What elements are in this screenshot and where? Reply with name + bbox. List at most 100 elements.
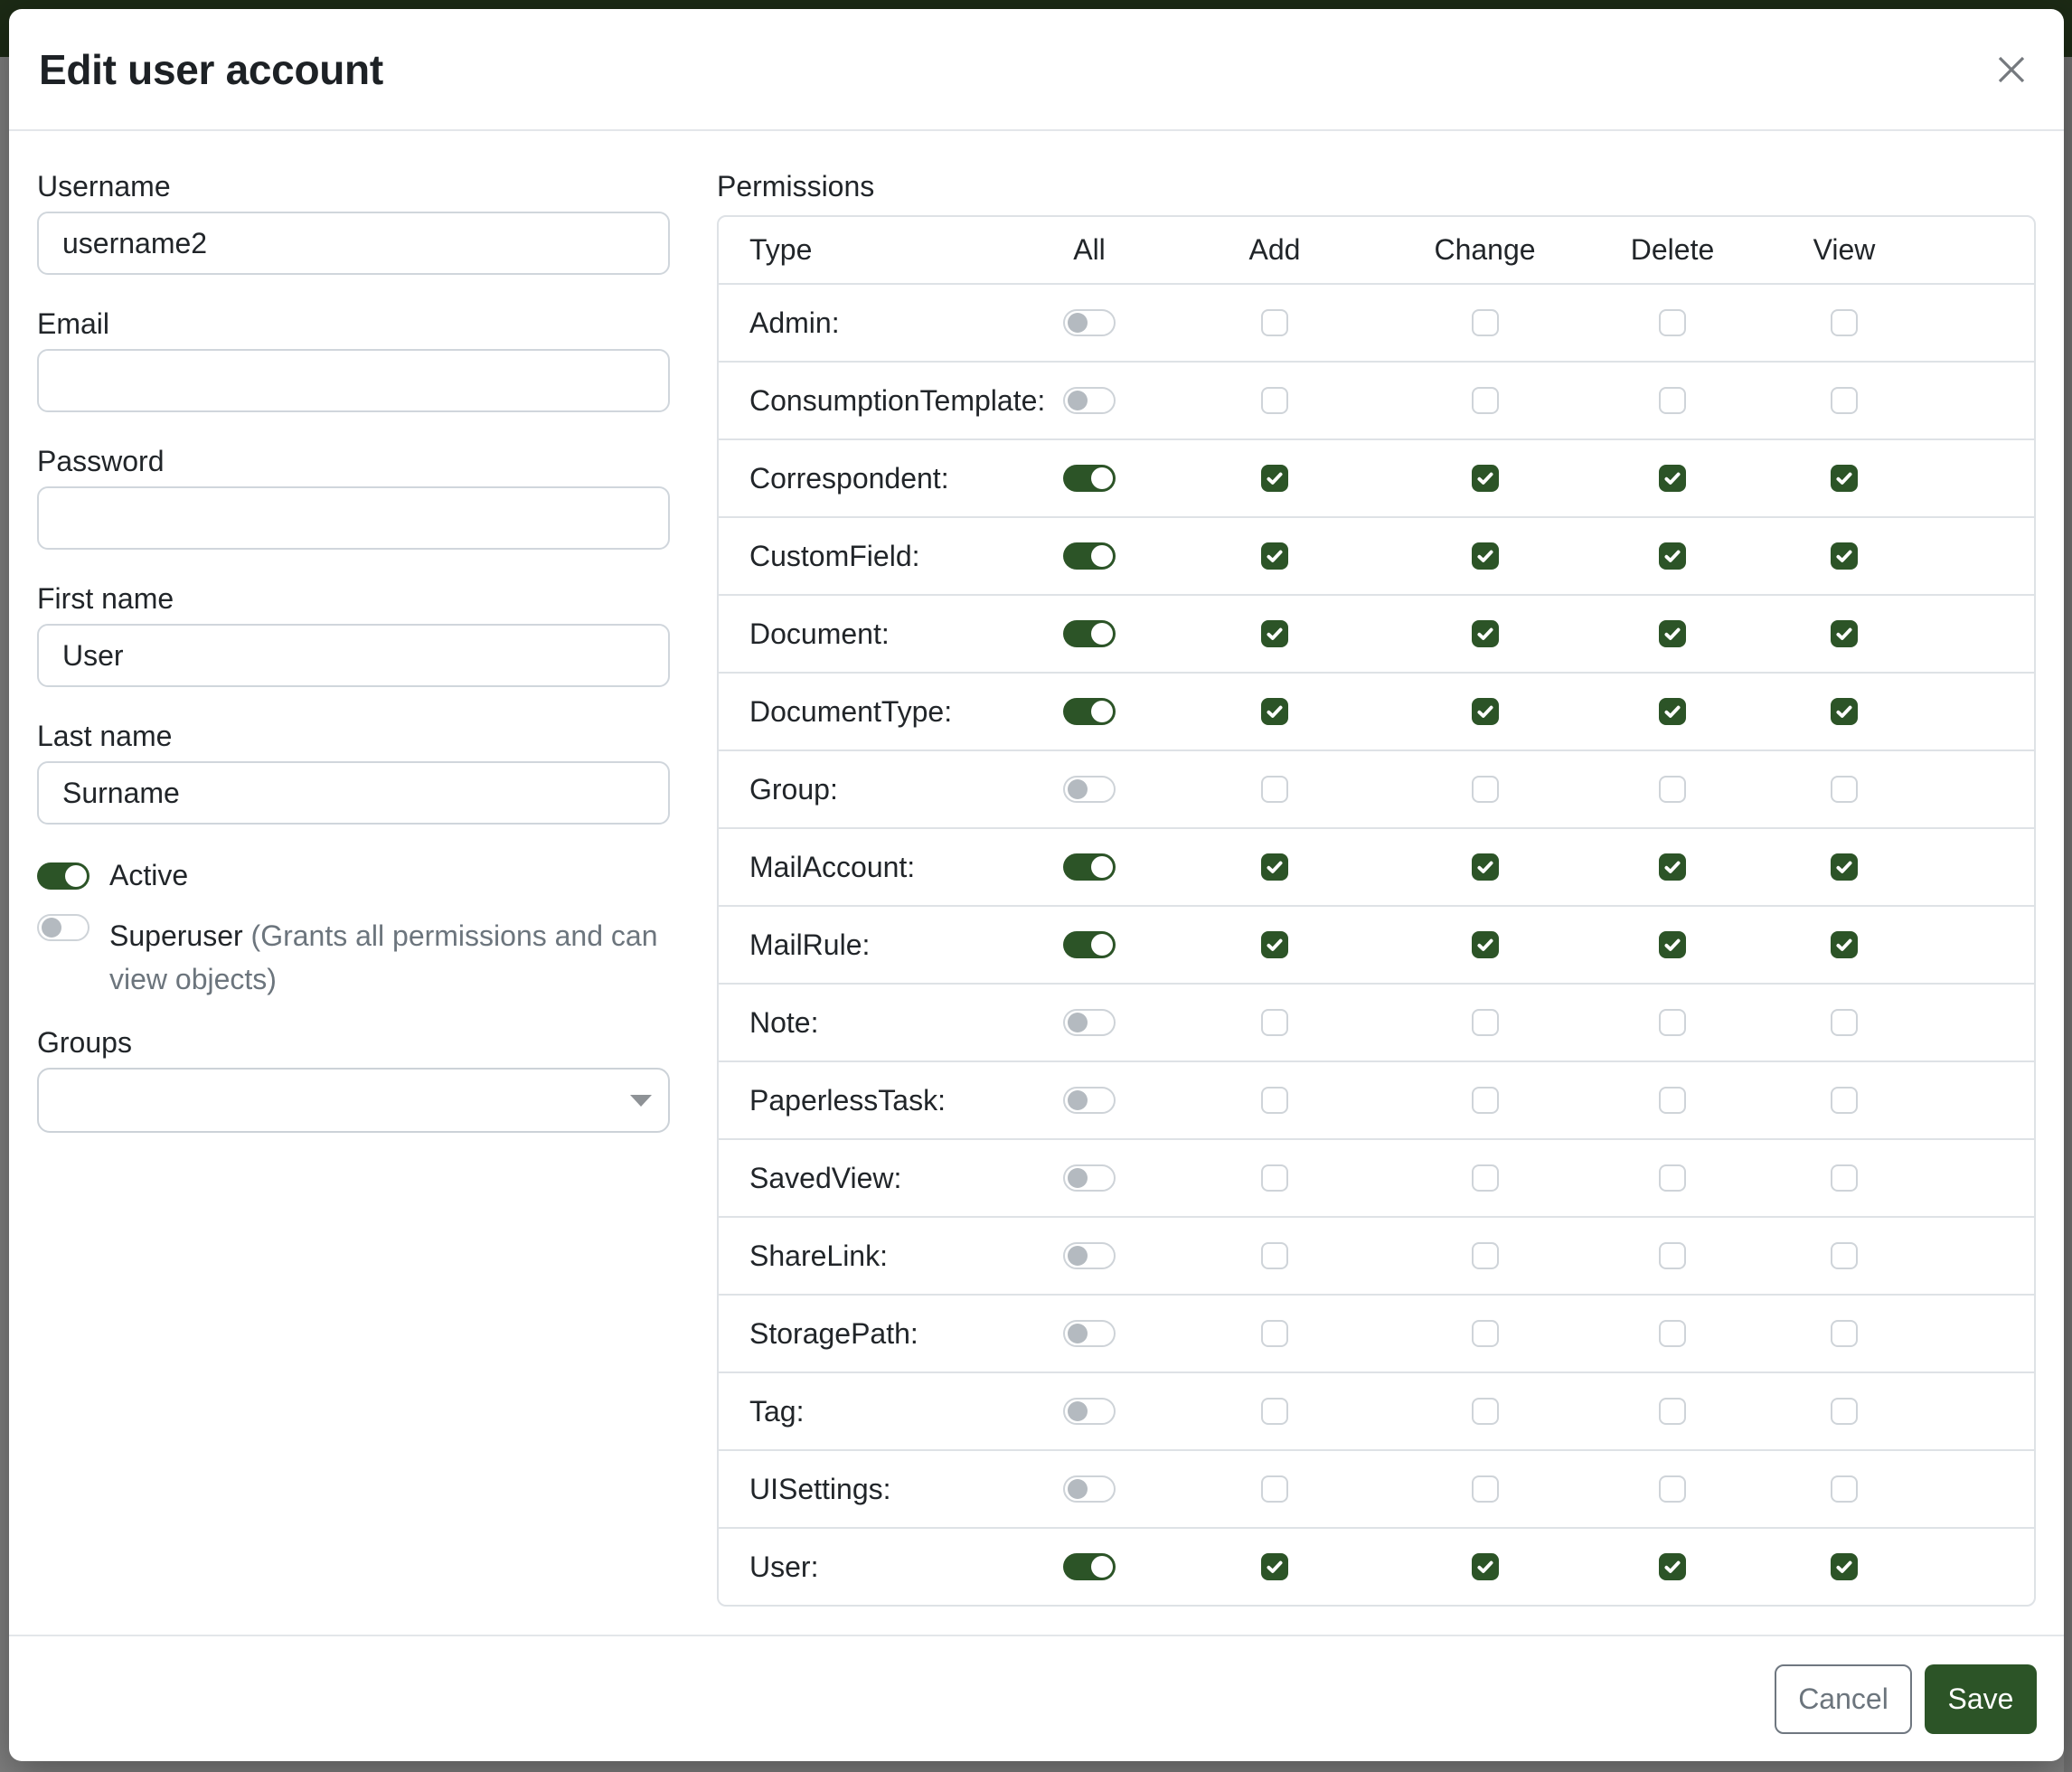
- close-button[interactable]: [1986, 44, 2037, 95]
- permission-change-checkbox[interactable]: [1471, 853, 1499, 881]
- permission-change-checkbox[interactable]: [1471, 1009, 1499, 1036]
- permission-add-checkbox[interactable]: [1261, 853, 1288, 881]
- permission-delete-checkbox[interactable]: [1659, 620, 1686, 647]
- permission-add-checkbox[interactable]: [1261, 465, 1288, 492]
- permission-delete-checkbox[interactable]: [1659, 1320, 1686, 1347]
- permission-view-checkbox[interactable]: [1831, 1398, 1858, 1425]
- permission-add-checkbox[interactable]: [1261, 387, 1288, 414]
- permission-all-toggle[interactable]: [1063, 698, 1116, 725]
- permission-change-checkbox[interactable]: [1471, 620, 1499, 647]
- permission-all-toggle[interactable]: [1063, 465, 1116, 492]
- permission-change-checkbox[interactable]: [1471, 776, 1499, 803]
- permission-all-toggle[interactable]: [1063, 1553, 1116, 1580]
- superuser-toggle[interactable]: [37, 914, 89, 941]
- permission-add-checkbox[interactable]: [1261, 1164, 1288, 1192]
- permission-view-checkbox[interactable]: [1831, 1087, 1858, 1114]
- permission-view-checkbox[interactable]: [1831, 542, 1858, 570]
- permission-all-toggle[interactable]: [1063, 853, 1116, 881]
- permission-add-checkbox[interactable]: [1261, 542, 1288, 570]
- permission-view-checkbox[interactable]: [1831, 1164, 1858, 1192]
- permission-delete-checkbox[interactable]: [1659, 1164, 1686, 1192]
- permission-add-checkbox[interactable]: [1261, 1553, 1288, 1580]
- permission-view-checkbox[interactable]: [1831, 1320, 1858, 1347]
- permission-all-toggle[interactable]: [1063, 1320, 1116, 1347]
- permission-add-checkbox[interactable]: [1261, 1242, 1288, 1269]
- permission-view-checkbox[interactable]: [1831, 465, 1858, 492]
- permission-add-checkbox[interactable]: [1261, 1087, 1288, 1114]
- permission-delete-checkbox[interactable]: [1659, 853, 1686, 881]
- permission-change-checkbox[interactable]: [1471, 1398, 1499, 1425]
- permission-all-toggle[interactable]: [1063, 387, 1116, 414]
- permission-delete-checkbox[interactable]: [1659, 776, 1686, 803]
- permission-change-checkbox[interactable]: [1471, 931, 1499, 958]
- permission-change-checkbox[interactable]: [1471, 542, 1499, 570]
- permission-all-toggle[interactable]: [1063, 1087, 1116, 1114]
- permission-type-label: MailRule:: [749, 928, 871, 961]
- active-toggle[interactable]: [37, 862, 89, 890]
- permission-all-toggle[interactable]: [1063, 776, 1116, 803]
- permission-change-checkbox[interactable]: [1471, 1242, 1499, 1269]
- email-input[interactable]: [37, 349, 670, 412]
- permission-add-checkbox[interactable]: [1261, 1320, 1288, 1347]
- permission-view-checkbox[interactable]: [1831, 1009, 1858, 1036]
- permission-all-toggle[interactable]: [1063, 620, 1116, 647]
- permission-all-toggle[interactable]: [1063, 1164, 1116, 1192]
- permission-change-checkbox[interactable]: [1471, 387, 1499, 414]
- permission-delete-checkbox[interactable]: [1659, 698, 1686, 725]
- permission-delete-checkbox[interactable]: [1659, 542, 1686, 570]
- permission-all-toggle[interactable]: [1063, 931, 1116, 958]
- permission-delete-checkbox[interactable]: [1659, 1398, 1686, 1425]
- permission-delete-checkbox[interactable]: [1659, 309, 1686, 336]
- permission-change-checkbox[interactable]: [1471, 1087, 1499, 1114]
- permission-all-toggle[interactable]: [1063, 1398, 1116, 1425]
- permission-view-checkbox[interactable]: [1831, 931, 1858, 958]
- password-input[interactable]: [37, 486, 670, 550]
- permission-add-checkbox[interactable]: [1261, 1475, 1288, 1503]
- permission-delete-checkbox[interactable]: [1659, 465, 1686, 492]
- permission-all-toggle[interactable]: [1063, 1009, 1116, 1036]
- cancel-button[interactable]: Cancel: [1775, 1664, 1912, 1734]
- last-name-input[interactable]: [37, 761, 670, 825]
- permission-change-checkbox[interactable]: [1471, 1320, 1499, 1347]
- page-scrollbar[interactable]: [2064, 57, 2072, 1772]
- save-button[interactable]: Save: [1925, 1664, 2037, 1734]
- permission-view-checkbox[interactable]: [1831, 698, 1858, 725]
- username-input[interactable]: [37, 212, 670, 275]
- permission-all-toggle[interactable]: [1063, 542, 1116, 570]
- permission-change-checkbox[interactable]: [1471, 698, 1499, 725]
- permission-add-checkbox[interactable]: [1261, 776, 1288, 803]
- permission-view-checkbox[interactable]: [1831, 1475, 1858, 1503]
- permission-view-checkbox[interactable]: [1831, 1242, 1858, 1269]
- permission-delete-checkbox[interactable]: [1659, 1087, 1686, 1114]
- permission-change-checkbox[interactable]: [1471, 1475, 1499, 1503]
- permission-change-checkbox[interactable]: [1471, 309, 1499, 336]
- permission-add-checkbox[interactable]: [1261, 1009, 1288, 1036]
- permission-all-toggle[interactable]: [1063, 309, 1116, 336]
- permission-view-checkbox[interactable]: [1831, 387, 1858, 414]
- permission-row: Note:: [719, 983, 2034, 1060]
- permission-view-checkbox[interactable]: [1831, 620, 1858, 647]
- permission-view-checkbox[interactable]: [1831, 309, 1858, 336]
- permission-view-checkbox[interactable]: [1831, 1553, 1858, 1580]
- permission-add-checkbox[interactable]: [1261, 698, 1288, 725]
- permission-change-checkbox[interactable]: [1471, 465, 1499, 492]
- permission-delete-checkbox[interactable]: [1659, 931, 1686, 958]
- permission-delete-checkbox[interactable]: [1659, 1242, 1686, 1269]
- permission-add-checkbox[interactable]: [1261, 1398, 1288, 1425]
- permission-delete-checkbox[interactable]: [1659, 1475, 1686, 1503]
- permission-all-toggle[interactable]: [1063, 1475, 1116, 1503]
- permission-change-checkbox[interactable]: [1471, 1553, 1499, 1580]
- permission-add-checkbox[interactable]: [1261, 620, 1288, 647]
- permission-all-toggle[interactable]: [1063, 1242, 1116, 1269]
- permission-view-checkbox[interactable]: [1831, 776, 1858, 803]
- groups-select[interactable]: [37, 1068, 670, 1133]
- permission-delete-checkbox[interactable]: [1659, 1553, 1686, 1580]
- permission-delete-checkbox[interactable]: [1659, 387, 1686, 414]
- column-header-all: All: [1073, 233, 1106, 266]
- permission-view-checkbox[interactable]: [1831, 853, 1858, 881]
- permission-add-checkbox[interactable]: [1261, 931, 1288, 958]
- permission-delete-checkbox[interactable]: [1659, 1009, 1686, 1036]
- first-name-input[interactable]: [37, 624, 670, 687]
- permission-add-checkbox[interactable]: [1261, 309, 1288, 336]
- permission-change-checkbox[interactable]: [1471, 1164, 1499, 1192]
